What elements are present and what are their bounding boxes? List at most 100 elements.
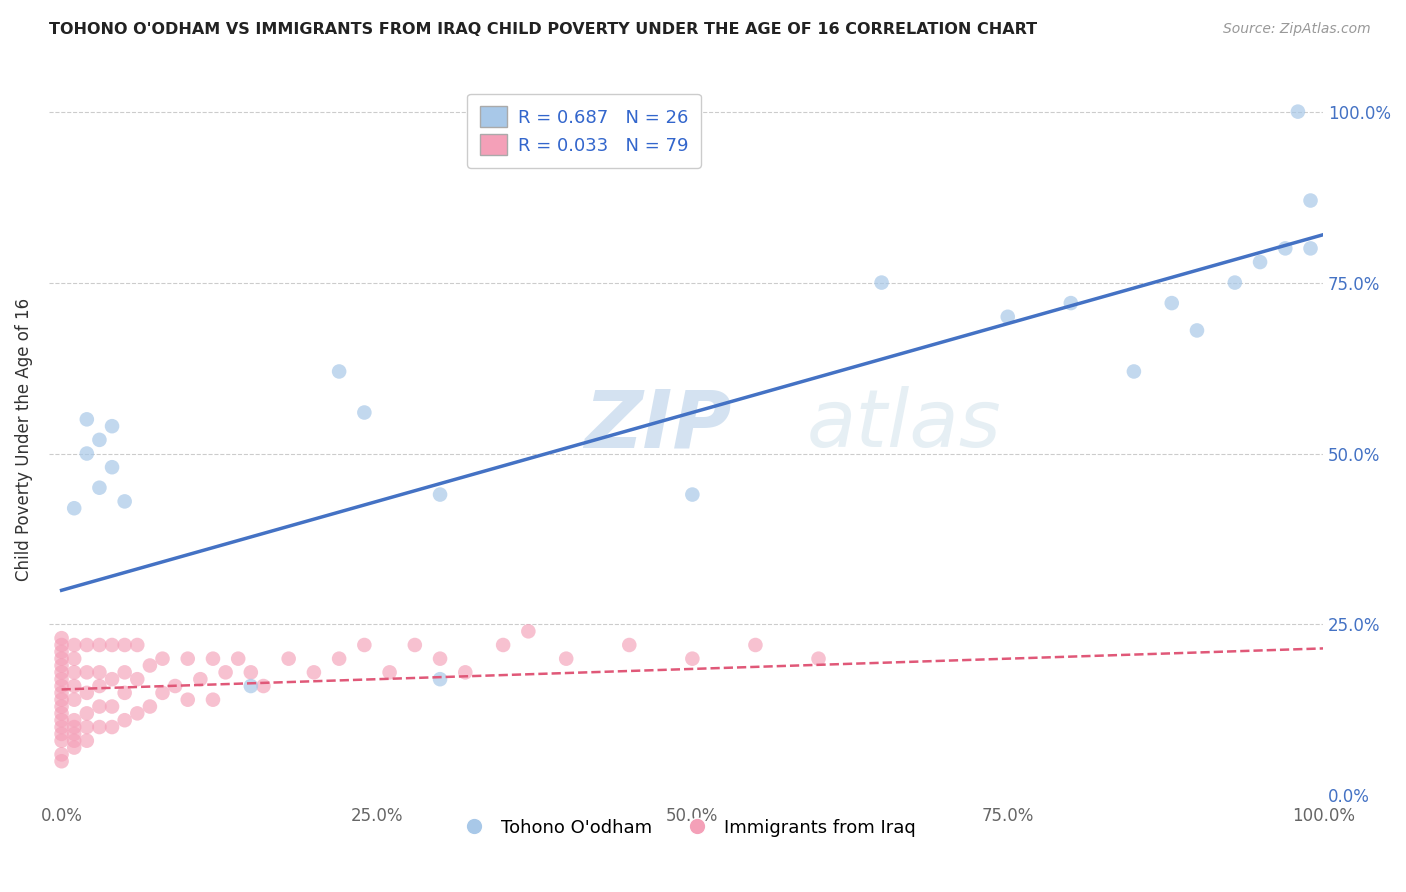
Point: [76, 638, 98, 652]
Point: [51, 699, 73, 714]
Point: [101, 720, 124, 734]
Point: [89, 699, 111, 714]
Point: [252, 679, 274, 693]
Point: [89, 665, 111, 680]
Point: [127, 638, 149, 652]
Point: [76, 446, 98, 460]
Point: [63, 638, 86, 652]
Point: [76, 665, 98, 680]
Point: [63, 651, 86, 665]
Point: [89, 638, 111, 652]
Point: [214, 665, 236, 680]
Point: [63, 740, 86, 755]
Point: [201, 651, 224, 665]
Point: [51, 638, 73, 652]
Point: [51, 720, 73, 734]
Point: [51, 713, 73, 727]
Point: [51, 645, 73, 659]
Point: [51, 733, 73, 747]
Point: [1223, 276, 1246, 290]
Point: [127, 706, 149, 721]
Point: [328, 364, 350, 378]
Point: [681, 651, 703, 665]
Point: [51, 727, 73, 741]
Point: [429, 651, 451, 665]
Point: [63, 501, 86, 516]
Point: [114, 713, 136, 727]
Point: [190, 672, 212, 686]
Point: [51, 658, 73, 673]
Point: [51, 651, 73, 665]
Point: [997, 310, 1019, 324]
Point: [51, 754, 73, 768]
Point: [517, 624, 540, 639]
Point: [226, 651, 249, 665]
Point: [1060, 296, 1083, 310]
Point: [239, 665, 262, 680]
Point: [89, 720, 111, 734]
Point: [1299, 194, 1322, 208]
Point: [51, 631, 73, 645]
Point: [51, 686, 73, 700]
Point: [76, 686, 98, 700]
Point: [139, 699, 162, 714]
Point: [51, 706, 73, 721]
Point: [353, 638, 375, 652]
Point: [404, 638, 426, 652]
Point: [177, 651, 200, 665]
Point: [114, 686, 136, 700]
Point: [302, 665, 325, 680]
Legend: Tohono O'odham, Immigrants from Iraq: Tohono O'odham, Immigrants from Iraq: [449, 812, 924, 844]
Point: [63, 727, 86, 741]
Point: [114, 494, 136, 508]
Point: [139, 658, 162, 673]
Point: [429, 672, 451, 686]
Point: [1249, 255, 1271, 269]
Point: [101, 699, 124, 714]
Point: [51, 679, 73, 693]
Point: [51, 665, 73, 680]
Point: [101, 672, 124, 686]
Point: [177, 692, 200, 706]
Point: [744, 638, 766, 652]
Point: [1299, 241, 1322, 255]
Point: [1286, 104, 1309, 119]
Point: [63, 679, 86, 693]
Point: [328, 651, 350, 665]
Point: [277, 651, 299, 665]
Y-axis label: Child Poverty Under the Age of 16: Child Poverty Under the Age of 16: [15, 298, 32, 582]
Point: [127, 672, 149, 686]
Text: atlas: atlas: [807, 386, 1002, 465]
Point: [76, 720, 98, 734]
Point: [201, 692, 224, 706]
Point: [1122, 364, 1144, 378]
Text: Source: ZipAtlas.com: Source: ZipAtlas.com: [1223, 22, 1371, 37]
Point: [378, 665, 401, 680]
Point: [165, 679, 187, 693]
Point: [63, 692, 86, 706]
Point: [51, 692, 73, 706]
Point: [101, 638, 124, 652]
Point: [101, 419, 124, 434]
Point: [870, 276, 893, 290]
Point: [114, 665, 136, 680]
Point: [239, 679, 262, 693]
Point: [63, 720, 86, 734]
Point: [76, 733, 98, 747]
Point: [454, 665, 477, 680]
Point: [89, 433, 111, 447]
Point: [63, 713, 86, 727]
Point: [492, 638, 515, 652]
Point: [89, 481, 111, 495]
Point: [619, 638, 641, 652]
Point: [76, 706, 98, 721]
Point: [681, 487, 703, 501]
Point: [89, 679, 111, 693]
Point: [51, 672, 73, 686]
Point: [1160, 296, 1182, 310]
Point: [1185, 323, 1208, 337]
Point: [429, 487, 451, 501]
Point: [114, 638, 136, 652]
Point: [807, 651, 830, 665]
Point: [63, 665, 86, 680]
